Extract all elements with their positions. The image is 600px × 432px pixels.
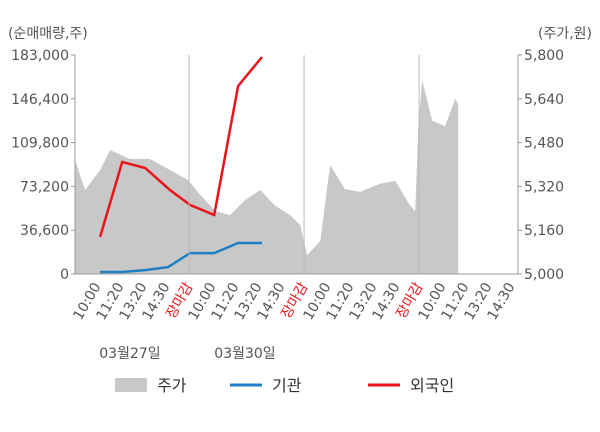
y-tick-label: 73,200 [20, 179, 69, 195]
y-tick-label: 183,000 [11, 48, 69, 64]
legend-label: 주가 [157, 376, 187, 395]
y-tick-label: 146,400 [11, 92, 69, 108]
y2-tick-label: 5,640 [524, 92, 564, 108]
y2-tick-label: 5,480 [524, 136, 564, 152]
y2-tick-label: 5,800 [524, 48, 564, 64]
y-tick-label: 36,600 [20, 223, 69, 239]
legend-swatch [115, 378, 147, 392]
series-line [98, 56, 263, 238]
legend-label: 외국인 [410, 376, 454, 395]
y-axis-title: (순매매량,주) [8, 26, 88, 42]
series-line [100, 241, 262, 274]
y2-tick-label: 5,000 [524, 267, 564, 283]
y2-tick-label: 5,320 [524, 179, 564, 195]
y2-axis-title: (주가,원) [538, 26, 592, 42]
legend-label: 기관 [272, 376, 302, 395]
price-area [75, 79, 459, 275]
y2-tick-label: 5,160 [524, 223, 564, 239]
y-tick-label: 0 [60, 267, 69, 283]
date-label: 03월30일 [214, 346, 275, 362]
y-tick-label: 109,800 [11, 136, 69, 152]
date-label: 03월27일 [99, 346, 160, 362]
